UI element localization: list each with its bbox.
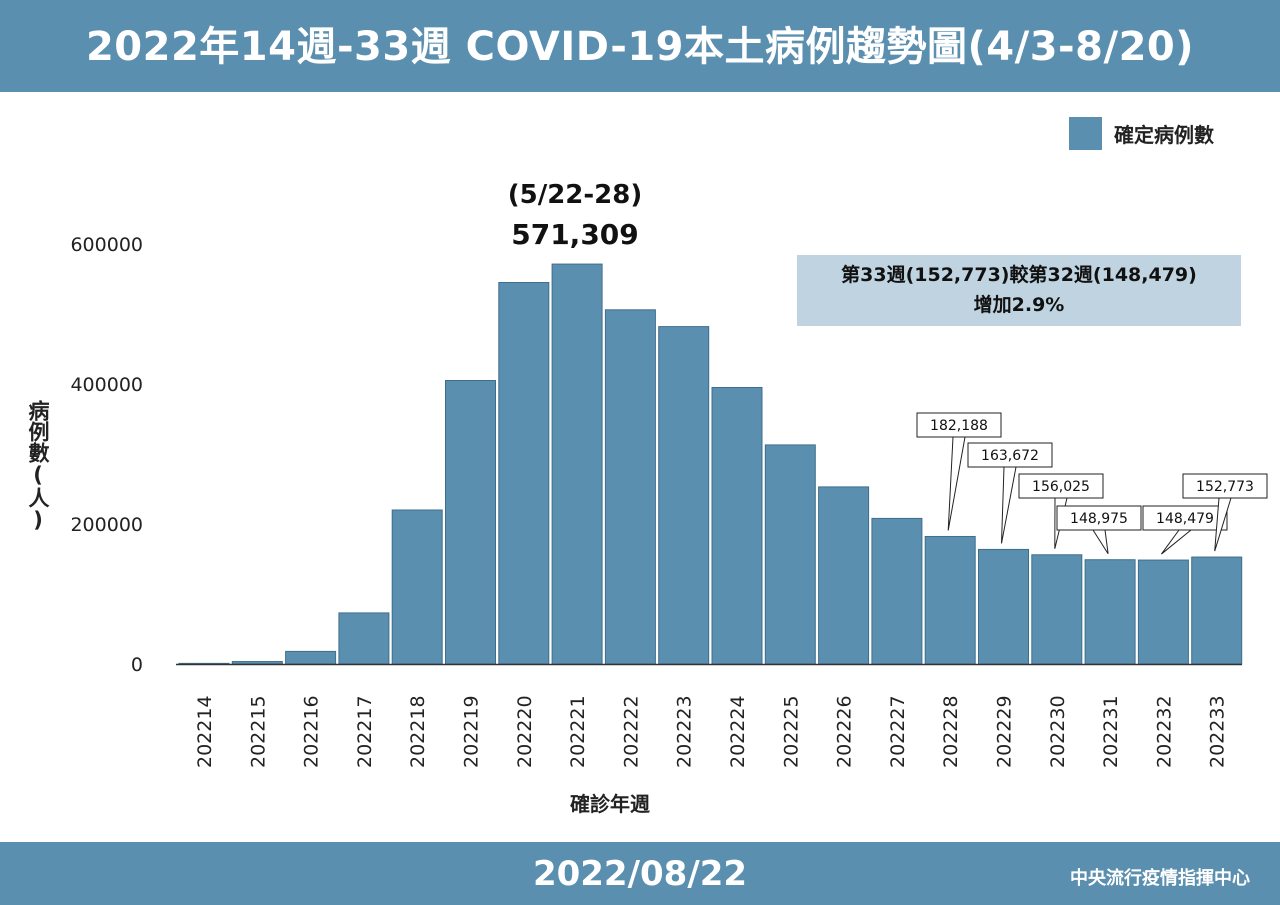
x-tick-label: 202232 [1153,695,1175,768]
bar [1137,559,1189,665]
bar [711,387,763,665]
x-tick-label: 202214 [194,695,216,768]
y-tick-label: 400000 [70,374,143,396]
y-tick-label: 0 [131,654,143,676]
bar [818,486,870,665]
bar [445,380,496,665]
bar [391,509,443,665]
comparison-line-2: 增加2.9% [973,294,1065,316]
bar [1191,556,1243,665]
x-tick-label: 202218 [407,695,429,768]
x-tick-label: 202221 [567,695,589,768]
y-tick-label: 600000 [70,234,143,256]
bar [1084,559,1136,665]
bar [604,309,656,665]
x-tick-label: 202217 [354,695,376,768]
bar [871,517,923,665]
x-tick-label: 202229 [994,695,1016,768]
callout-label: 148,479 [1156,511,1214,527]
y-tick-label: 200000 [70,514,143,536]
bar-chart: 0 200000 400000 600000 202214 202215 202216 202… [70,234,1268,768]
peak-range: (5/22-28) [507,180,643,210]
x-tick-label: 202233 [1207,695,1229,768]
callout-label: 182,188 [930,418,988,434]
x-tick-label: 202216 [301,695,323,768]
bar [285,650,337,665]
x-tick-label: 202222 [620,695,642,768]
bar [551,263,603,665]
callout-box [1018,473,1104,499]
footer-date: 2022/08/22 [532,854,748,894]
legend: 確定病例數 [1069,116,1214,150]
callout-box [1142,505,1228,531]
x-tick-label: 202228 [940,695,962,768]
page-title: 2022年14週-33週 COVID-19本土病例趨勢圖(4/3-8/20) [85,24,1195,70]
callout-label: 148,975 [1070,511,1128,527]
bar [764,444,816,665]
footer-bar: 2022/08/22 中央流行疫情指揮中心 [0,842,1280,905]
callout-box [916,412,1002,438]
callout-label: 152,773 [1196,479,1254,495]
x-tick-label: 202220 [514,695,536,768]
peak-value: 571,309 [511,218,639,251]
bar [658,326,710,665]
comparison-box: 第33週(152,773)較第32週(148,479) 增加2.9% [797,255,1241,326]
legend-swatch [1069,116,1102,150]
x-tick-label: 202230 [1047,695,1069,768]
x-tick-label: 202224 [727,695,749,768]
callout-box [1182,473,1268,499]
bar [924,535,976,665]
x-tick-label: 202225 [780,695,802,768]
bar [978,548,1029,665]
comparison-line-1: 第33週(152,773)較第32週(148,479) [841,264,1197,286]
header-bar: 2022年14週-33週 COVID-19本土病例趨勢圖(4/3-8/20) [0,0,1280,92]
callout-box [967,442,1053,468]
x-tick-label: 202223 [674,695,696,768]
bar [338,612,390,665]
callout-pointer [947,436,966,531]
bar [1031,554,1083,665]
x-tick-label: 202231 [1100,695,1122,768]
footer-organization: 中央流行疫情指揮中心 [1070,868,1250,889]
callout-box [1056,505,1142,531]
callout-pointer [1214,497,1232,552]
bar [498,282,550,665]
legend-label: 確定病例數 [1114,122,1214,147]
x-tick-label: 202215 [247,695,269,768]
bar [231,661,283,665]
callout-pointer [1160,529,1192,555]
callout-label: 163,672 [981,448,1039,464]
x-tick-label: 202226 [834,695,856,768]
x-tick-label: 202227 [887,695,909,768]
callout-label: 156,025 [1032,479,1090,495]
x-axis-label: 確診年週 [570,792,650,816]
callout-pointer [1092,529,1109,554]
y-axis-label: 病例數(人) [26,400,50,532]
x-tick-label: 202219 [461,695,483,768]
callout-pointer [1001,466,1017,544]
